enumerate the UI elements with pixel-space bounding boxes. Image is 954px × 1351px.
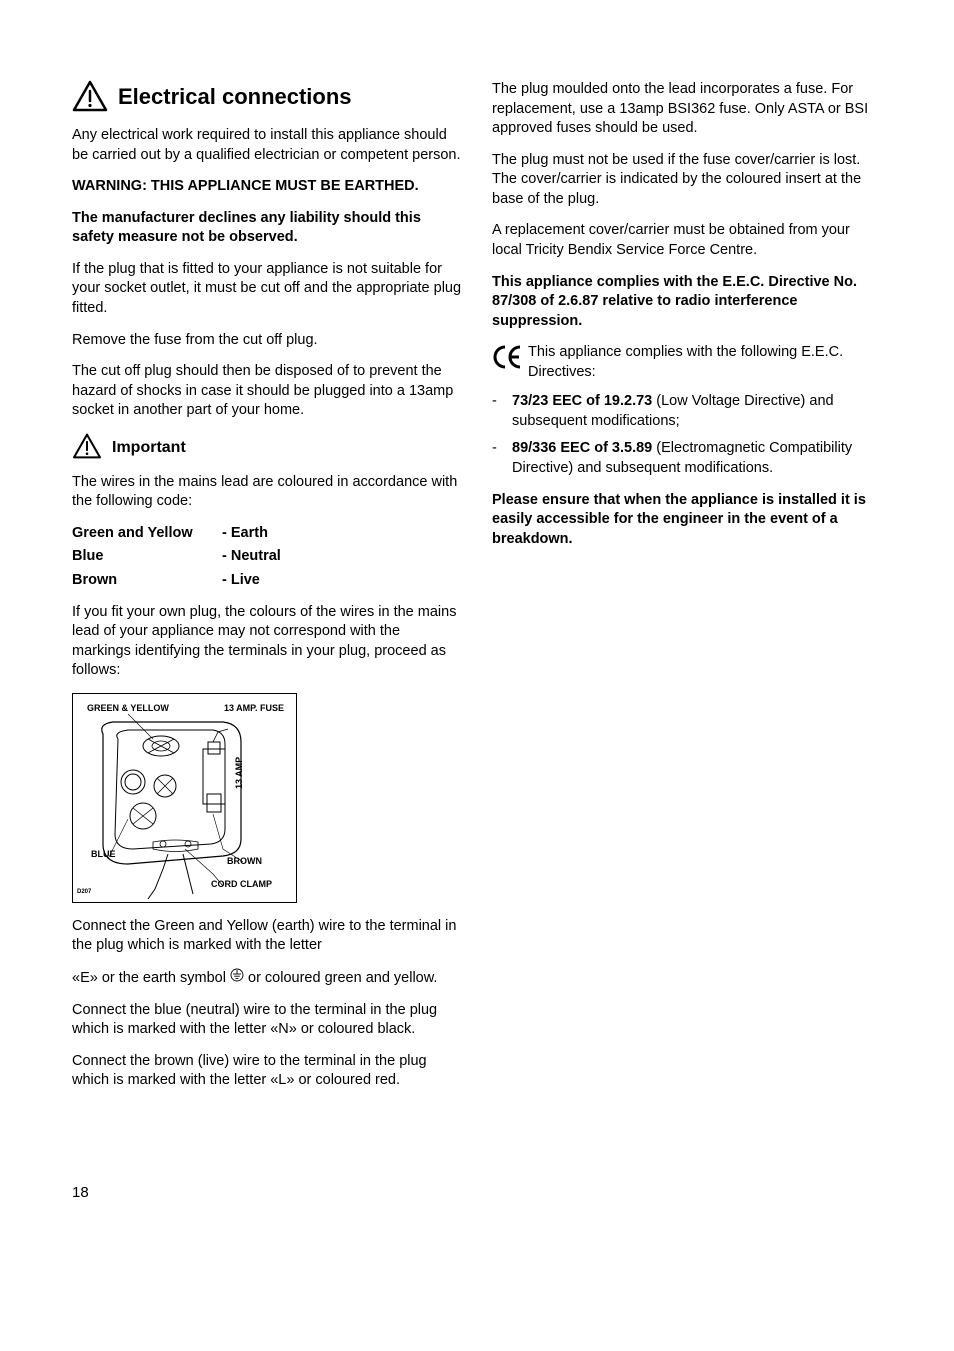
wire-label: - Earth [222, 524, 268, 544]
wire-label: - Live [222, 571, 260, 591]
section-heading: Electrical connections [72, 80, 462, 112]
plug-note-3: The cut off plug should then be disposed… [72, 362, 462, 421]
electrical-connections-heading: Electrical connections [118, 82, 352, 112]
plug-wiring-diagram: GREEN & YELLOW 13 AMP. FUSE BLUE BROWN C… [72, 693, 297, 903]
connect-earth-2: «E» or the earth symbol or coloured gree… [72, 968, 462, 989]
earthing-warning: WARNING: THIS APPLIANCE MUST BE EARTHED. [72, 177, 462, 197]
connect-earth-2-pre: «E» or the earth symbol [72, 970, 230, 986]
plug-note-1: If the plug that is fitted to your appli… [72, 260, 462, 319]
eec-compliance: This appliance complies with the E.E.C. … [492, 273, 882, 332]
directive-text: 89/336 EEC of 3.5.89 (Electromagnetic Co… [512, 439, 882, 478]
ce-mark-icon [492, 343, 522, 378]
directive-strong: 73/23 EEC of 19.2.73 [512, 393, 652, 409]
plug-note-2: Remove the fuse from the cut off plug. [72, 331, 462, 351]
directives-list: - 73/23 EEC of 19.2.73 (Low Voltage Dire… [492, 392, 882, 478]
wire-row: Blue - Neutral [72, 547, 462, 567]
ce-compliance-row: This appliance complies with the followi… [492, 343, 882, 382]
directive-item: - 89/336 EEC of 3.5.89 (Electromagnetic … [492, 439, 882, 478]
warning-triangle-icon [72, 80, 108, 112]
wires-note: If you fit your own plug, the colours of… [72, 603, 462, 681]
fuse-paragraph: The plug moulded onto the lead incorpora… [492, 80, 882, 139]
directive-text: 73/23 EEC of 19.2.73 (Low Voltage Direct… [512, 392, 882, 431]
wires-intro: The wires in the mains lead are coloured… [72, 473, 462, 512]
page-number: 18 [72, 1183, 882, 1203]
directive-item: - 73/23 EEC of 19.2.73 (Low Voltage Dire… [492, 392, 882, 431]
connect-live: Connect the brown (live) wire to the ter… [72, 1052, 462, 1091]
right-column: The plug moulded onto the lead incorpora… [492, 80, 882, 1103]
two-column-layout: Electrical connections Any electrical wo… [72, 80, 882, 1103]
accessibility-note: Please ensure that when the appliance is… [492, 491, 882, 550]
liability-warning: The manufacturer declines any liability … [72, 209, 462, 248]
wire-row: Brown - Live [72, 571, 462, 591]
left-column: Electrical connections Any electrical wo… [72, 80, 462, 1103]
connect-earth-1: Connect the Green and Yellow (earth) wir… [72, 917, 462, 956]
wire-colour-table: Green and Yellow - Earth Blue - Neutral … [72, 524, 462, 591]
wire-colour: Green and Yellow [72, 524, 222, 544]
warning-triangle-icon [72, 433, 102, 459]
important-label: Important [112, 437, 186, 459]
list-dash: - [492, 439, 512, 478]
wire-label: - Neutral [222, 547, 281, 567]
connect-earth-2-post: or coloured green and yellow. [248, 970, 437, 986]
earth-symbol-icon [230, 968, 244, 989]
fuse-cover-paragraph: The plug must not be used if the fuse co… [492, 151, 882, 210]
replacement-paragraph: A replacement cover/carrier must be obta… [492, 221, 882, 260]
connect-neutral: Connect the blue (neutral) wire to the t… [72, 1001, 462, 1040]
wire-colour: Blue [72, 547, 222, 567]
wire-colour: Brown [72, 571, 222, 591]
ce-text: This appliance complies with the followi… [528, 343, 882, 382]
list-dash: - [492, 392, 512, 431]
important-heading: Important [72, 433, 462, 459]
intro-paragraph: Any electrical work required to install … [72, 126, 462, 165]
directive-strong: 89/336 EEC of 3.5.89 [512, 440, 652, 456]
wire-row: Green and Yellow - Earth [72, 524, 462, 544]
